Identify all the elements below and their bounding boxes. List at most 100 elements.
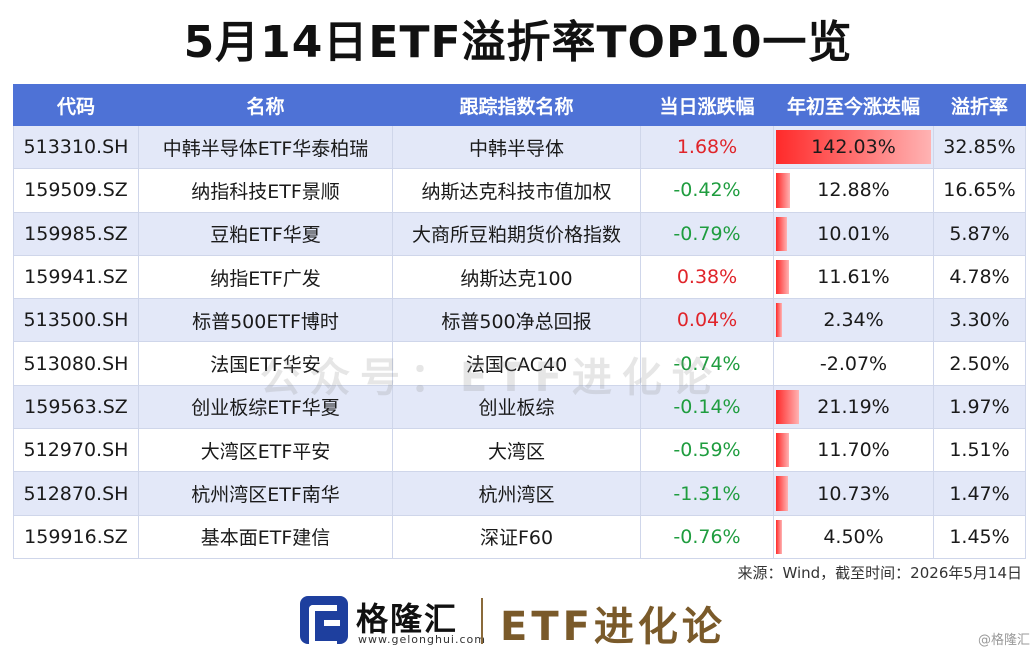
table-row: 513080.SH 法国ETF华安 法国CAC40 -0.74% -2.07% 2.50% bbox=[13, 341, 1026, 386]
cell-ytd-change: 2.34% bbox=[773, 298, 934, 343]
ytd-bar bbox=[776, 519, 782, 554]
cell-ytd-change: 142.03% bbox=[773, 124, 934, 170]
cell-code: 513310.SH bbox=[13, 124, 139, 170]
cell-name: 豆粕ETF华夏 bbox=[138, 211, 393, 256]
cell-index: 纳斯达克100 bbox=[392, 254, 641, 300]
cell-premium: 4.78% bbox=[933, 254, 1026, 300]
cell-ytd-change: -2.07% bbox=[773, 341, 934, 386]
cell-index: 法国CAC40 bbox=[392, 341, 641, 386]
page-title: 5月14日ETF溢折率TOP10一览 bbox=[183, 17, 853, 68]
table-row: 159916.SZ 基本面ETF建信 深证F60 -0.76% 4.50% 1.45% bbox=[13, 514, 1026, 559]
header-premium: 溢折率 bbox=[933, 84, 1026, 126]
table-row: 159941.SZ 纳指ETF广发 纳斯达克100 0.38% 11.61% 4.78% bbox=[13, 254, 1026, 300]
brand-url: www.gelonghui.com bbox=[358, 633, 486, 646]
ytd-value: 10.73% bbox=[817, 482, 890, 505]
etf-premium-table: 代码 名称 跟踪指数名称 当日涨跌幅 年初至今涨迭幅 溢折率 513310.SH… bbox=[13, 84, 1026, 559]
ytd-value: 11.70% bbox=[817, 439, 890, 462]
cell-premium: 1.51% bbox=[933, 428, 1026, 473]
cell-name: 中韩半导体ETF华泰柏瑞 bbox=[138, 124, 393, 170]
cell-index: 杭州湾区 bbox=[392, 471, 641, 516]
footer-divider bbox=[481, 598, 483, 644]
header-code: 代码 bbox=[13, 84, 139, 126]
ytd-bar bbox=[776, 303, 782, 338]
cell-ytd-change: 12.88% bbox=[773, 168, 934, 213]
ytd-value: 11.61% bbox=[817, 266, 890, 289]
cell-code: 159916.SZ bbox=[13, 514, 139, 559]
etf-brand: ETF进化论 bbox=[500, 604, 726, 650]
ytd-value: 10.01% bbox=[817, 222, 890, 245]
cell-ytd-change: 21.19% bbox=[773, 384, 934, 430]
table-row: 512970.SH 大湾区ETF平安 大湾区 -0.59% 11.70% 1.51% bbox=[13, 428, 1026, 473]
cell-index: 标普500净总回报 bbox=[392, 298, 641, 343]
cell-day-change: 0.04% bbox=[640, 298, 774, 343]
cell-premium: 1.97% bbox=[933, 384, 1026, 430]
cell-ytd-change: 4.50% bbox=[773, 514, 934, 559]
cell-ytd-change: 10.73% bbox=[773, 471, 934, 516]
cell-premium: 5.87% bbox=[933, 211, 1026, 256]
ytd-bar bbox=[776, 389, 800, 425]
ytd-bar bbox=[776, 130, 931, 165]
header-ytd-change: 年初至今涨迭幅 bbox=[773, 84, 934, 126]
table-row: 159509.SZ 纳指科技ETF景顺 纳斯达克科技市值加权 -0.42% 12.88%… bbox=[13, 168, 1026, 213]
source-note: 来源：Wind，截至时间：2026年5月14日 bbox=[737, 564, 1022, 582]
ytd-bar bbox=[776, 259, 789, 295]
table-row: 513500.SH 标普500ETF博时 标普500净总回报 0.04% 2.34% 3.… bbox=[13, 298, 1026, 343]
cell-index: 纳斯达克科技市值加权 bbox=[392, 168, 641, 213]
cell-index: 深证F60 bbox=[392, 514, 641, 559]
cell-index: 中韩半导体 bbox=[392, 124, 641, 170]
cell-day-change: -0.76% bbox=[640, 514, 774, 559]
table-row: 512870.SH 杭州湾区ETF南华 杭州湾区 -1.31% 10.73% 1.47% bbox=[13, 471, 1026, 516]
cell-premium: 32.85% bbox=[933, 124, 1026, 170]
ytd-bar bbox=[776, 216, 787, 251]
cell-code: 513500.SH bbox=[13, 298, 139, 343]
ytd-value: 2.34% bbox=[823, 309, 884, 332]
cell-premium: 2.50% bbox=[933, 341, 1026, 386]
ytd-value: 12.88% bbox=[817, 179, 890, 202]
brand-name: 格隆汇 bbox=[356, 600, 459, 638]
cell-code: 159563.SZ bbox=[13, 384, 139, 430]
header-index: 跟踪指数名称 bbox=[392, 84, 641, 126]
corner-watermark: @格隆汇 bbox=[977, 633, 1030, 648]
cell-index: 创业板综 bbox=[392, 384, 641, 430]
cell-code: 512870.SH bbox=[13, 471, 139, 516]
cell-name: 杭州湾区ETF南华 bbox=[138, 471, 393, 516]
cell-name: 基本面ETF建信 bbox=[138, 514, 393, 559]
cell-premium: 1.45% bbox=[933, 514, 1026, 559]
cell-ytd-change: 10.01% bbox=[773, 211, 934, 256]
gelonghui-logo-icon bbox=[300, 596, 348, 647]
cell-premium: 16.65% bbox=[933, 168, 1026, 213]
cell-premium: 1.47% bbox=[933, 471, 1026, 516]
cell-day-change: -0.14% bbox=[640, 384, 774, 430]
cell-name: 大湾区ETF平安 bbox=[138, 428, 393, 473]
cell-premium: 3.30% bbox=[933, 298, 1026, 343]
ytd-value: 142.03% bbox=[811, 136, 896, 159]
cell-code: 159985.SZ bbox=[13, 211, 139, 256]
cell-ytd-change: 11.61% bbox=[773, 254, 934, 300]
cell-code: 513080.SH bbox=[13, 341, 139, 386]
table-row: 159563.SZ 创业板综ETF华夏 创业板综 -0.14% 21.19% 1.97% bbox=[13, 384, 1026, 430]
cell-day-change: -0.74% bbox=[640, 341, 774, 386]
ytd-bar bbox=[776, 433, 789, 468]
cell-day-change: 1.68% bbox=[640, 124, 774, 170]
header-name: 名称 bbox=[138, 84, 393, 126]
table-row: 159985.SZ 豆粕ETF华夏 大商所豆粕期货价格指数 -0.79% 10.01% 5… bbox=[13, 211, 1026, 256]
cell-index: 大商所豆粕期货价格指数 bbox=[392, 211, 641, 256]
cell-day-change: -0.79% bbox=[640, 211, 774, 256]
cell-day-change: -0.42% bbox=[640, 168, 774, 213]
ytd-value: 21.19% bbox=[817, 395, 890, 418]
cell-name: 纳指ETF广发 bbox=[138, 254, 393, 300]
cell-name: 法国ETF华安 bbox=[138, 341, 393, 386]
ytd-value: 4.50% bbox=[823, 525, 884, 548]
cell-name: 纳指科技ETF景顺 bbox=[138, 168, 393, 213]
cell-day-change: -0.59% bbox=[640, 428, 774, 473]
ytd-bar bbox=[776, 476, 788, 511]
cell-code: 159941.SZ bbox=[13, 254, 139, 300]
cell-ytd-change: 11.70% bbox=[773, 428, 934, 473]
cell-day-change: 0.38% bbox=[640, 254, 774, 300]
cell-day-change: -1.31% bbox=[640, 471, 774, 516]
cell-code: 159509.SZ bbox=[13, 168, 139, 213]
cell-name: 标普500ETF博时 bbox=[138, 298, 393, 343]
cell-name: 创业板综ETF华夏 bbox=[138, 384, 393, 430]
footer: 格隆汇 www.gelonghui.com ETF进化论 @格隆汇 bbox=[0, 588, 1036, 652]
table-header-row: 代码 名称 跟踪指数名称 当日涨跌幅 年初至今涨迭幅 溢折率 bbox=[13, 84, 1026, 126]
